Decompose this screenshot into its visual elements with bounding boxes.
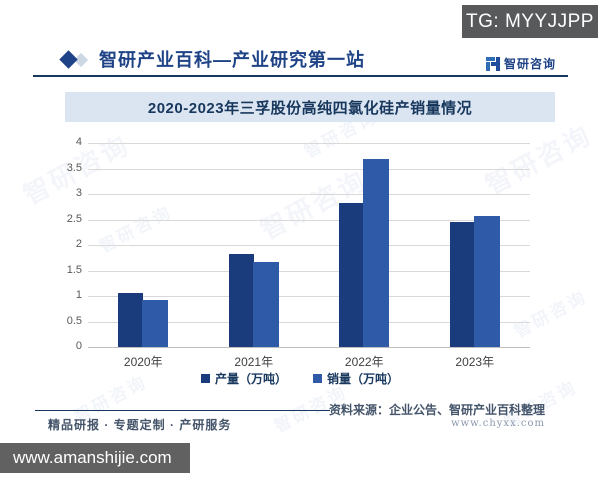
gridline bbox=[88, 270, 530, 272]
diamond-icon bbox=[59, 50, 78, 69]
legend: 产量（万吨） 销量（万吨） bbox=[0, 370, 600, 387]
site-url-badge: www.amanshijie.com bbox=[0, 443, 190, 473]
brand-name: 智研咨询 bbox=[504, 57, 557, 71]
gridline bbox=[88, 194, 530, 195]
source-url: www.chyxx.com bbox=[451, 418, 545, 429]
legend-label: 销量（万吨） bbox=[327, 372, 400, 386]
watermark: 智研咨询 bbox=[96, 202, 176, 257]
header-divider bbox=[33, 75, 568, 77]
y-axis-tick-label: 3 bbox=[75, 187, 82, 199]
gridline bbox=[88, 143, 530, 144]
bar-sales bbox=[252, 262, 279, 347]
footer-divider bbox=[35, 410, 330, 411]
legend-swatch bbox=[313, 374, 322, 383]
site-url-text: www.amanshijie.com bbox=[13, 448, 172, 467]
gridline bbox=[88, 347, 530, 348]
bar-production bbox=[449, 222, 475, 347]
y-axis-tick-label: 4 bbox=[75, 136, 82, 148]
y-axis-tick-label: 0.5 bbox=[66, 314, 82, 327]
brand-logo: 智研咨询 bbox=[486, 55, 556, 72]
x-axis-tick-label: 2021年 bbox=[234, 355, 274, 369]
chart-title: 2020-2023年三孚股份高纯四氯化硅产销量情况 bbox=[147, 99, 473, 117]
bar-sales bbox=[142, 300, 169, 347]
y-axis-tick-label: 0 bbox=[75, 340, 82, 352]
y-axis-tick-label: 2.5 bbox=[66, 212, 82, 225]
legend-item: 销量（万吨） bbox=[313, 370, 399, 387]
gridline bbox=[88, 321, 530, 323]
gridline bbox=[88, 219, 530, 221]
chart-title-band: 2020-2023年三孚股份高纯四氯化硅产销量情况 bbox=[65, 92, 555, 122]
site-header-title: 智研产业百科—产业研究第一站 bbox=[99, 50, 365, 70]
gridline bbox=[88, 245, 530, 246]
brand-logo-icon bbox=[486, 56, 500, 71]
telegram-badge-text: TG: MYYJJPP bbox=[466, 10, 594, 32]
bar-production bbox=[339, 203, 365, 347]
y-axis-tick-label: 1.5 bbox=[66, 263, 82, 276]
y-axis-tick-label: 1 bbox=[75, 289, 82, 301]
bar-sales bbox=[473, 215, 500, 347]
x-axis-tick-label: 2023年 bbox=[455, 355, 495, 369]
gridline bbox=[88, 168, 530, 170]
legend-item: 产量（万吨） bbox=[200, 370, 287, 387]
bar-sales bbox=[363, 159, 390, 347]
gridline bbox=[88, 296, 530, 297]
footer-services: 精品研报 · 专题定制 · 产研服务 bbox=[48, 418, 232, 432]
data-source-text: 资料来源：企业公告、智研产业百科整理 bbox=[328, 403, 545, 417]
x-axis-tick-label: 2022年 bbox=[344, 355, 384, 369]
bar-production bbox=[228, 253, 254, 347]
watermark: 智研咨询 bbox=[511, 287, 591, 342]
y-axis-tick-label: 3.5 bbox=[66, 161, 82, 174]
legend-label: 产量（万吨） bbox=[214, 372, 287, 386]
bar-production bbox=[118, 293, 144, 347]
x-axis-tick-label: 2020年 bbox=[123, 355, 163, 369]
legend-swatch bbox=[200, 374, 210, 383]
telegram-badge: TG: MYYJJPP bbox=[462, 5, 598, 38]
watermark: 智研咨询 bbox=[480, 119, 597, 201]
y-axis-tick-label: 2 bbox=[75, 238, 82, 250]
